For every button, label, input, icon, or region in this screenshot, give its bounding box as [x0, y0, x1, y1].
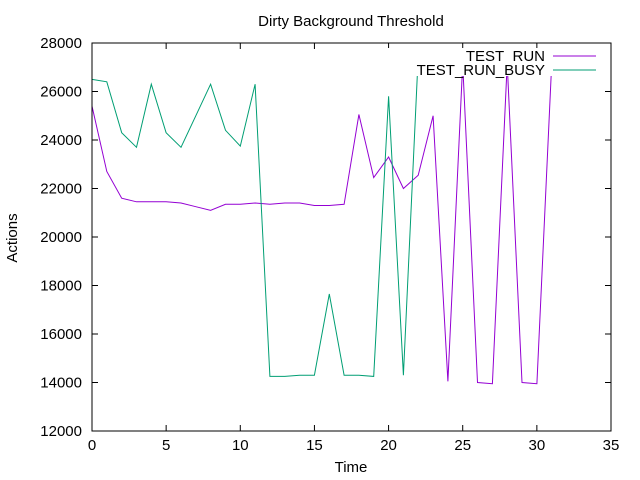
- x-tick-label: 30: [529, 437, 546, 454]
- y-tick-label: 14000: [40, 375, 82, 392]
- x-tick-label: 20: [380, 437, 397, 454]
- x-tick-label: 15: [306, 437, 323, 454]
- x-tick-label: 35: [603, 437, 620, 454]
- y-tick-label: 22000: [40, 181, 82, 198]
- series-line-test-run-busy: [91, 55, 597, 377]
- legend-entry-background: [380, 62, 598, 76]
- y-tick-label: 18000: [40, 278, 82, 295]
- chart-title: Dirty Background Threshold: [258, 13, 444, 30]
- x-tick-label: 5: [162, 437, 170, 454]
- series-line-test-run: [91, 63, 597, 385]
- legend-entry-background: [380, 48, 598, 62]
- legend-label: TEST_RUN: [466, 48, 545, 65]
- tick-layer: 0 5 10 15 20 25 30 35 12000 14000 16000 18000 20000 2…: [40, 35, 619, 454]
- y-tick-label: 28000: [40, 35, 82, 52]
- x-axis-label: Time: [335, 459, 368, 476]
- y-axis-label: Actions: [4, 213, 21, 262]
- x-tick-label: 0: [88, 437, 96, 454]
- x-tick-label: 25: [454, 437, 471, 454]
- y-tick-label: 26000: [40, 84, 82, 101]
- y-tick-label: 20000: [40, 229, 82, 246]
- legend-label: TEST_RUN_BUSY: [417, 62, 545, 79]
- y-tick-label: 12000: [40, 423, 82, 440]
- series-layer: [91, 55, 597, 385]
- y-tick-label: 24000: [40, 132, 82, 149]
- x-tick-label: 10: [232, 437, 249, 454]
- plot-frame: [91, 42, 612, 432]
- y-tick-label: 16000: [40, 326, 82, 343]
